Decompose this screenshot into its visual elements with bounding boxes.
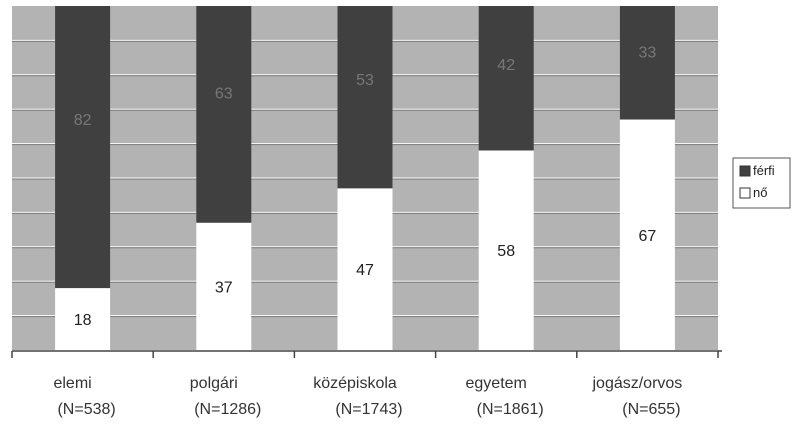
x-tick-label: középiskola bbox=[313, 375, 397, 392]
x-tick-count-label: (N=655) bbox=[622, 401, 680, 418]
legend: férfi nő bbox=[732, 157, 791, 209]
bar-male bbox=[55, 6, 111, 289]
legend-swatch bbox=[739, 187, 751, 199]
data-label: 82 bbox=[74, 112, 92, 129]
data-label: 42 bbox=[497, 57, 515, 74]
data-label: 37 bbox=[215, 279, 233, 296]
legend-swatch bbox=[739, 165, 751, 177]
x-tick-labels: elemi (N=538) polgári (N=1286) középiskola (N… bbox=[53, 375, 682, 418]
x-tick-label: elemi bbox=[53, 375, 91, 392]
bar-male bbox=[619, 6, 675, 120]
bar-female bbox=[337, 188, 393, 350]
bar-female bbox=[55, 288, 111, 350]
x-tick-count-label: (N=1286) bbox=[194, 401, 261, 418]
x-tick-count-label: (N=538) bbox=[57, 401, 115, 418]
bar-female bbox=[478, 150, 534, 350]
bar-male bbox=[478, 6, 534, 151]
data-label: 63 bbox=[215, 86, 233, 103]
bars: 18 82 37 63 47 53 58 42 67 33 bbox=[55, 6, 675, 351]
data-label: 53 bbox=[356, 72, 374, 89]
bar-male bbox=[337, 6, 393, 189]
bar-female bbox=[196, 222, 252, 350]
data-label: 18 bbox=[74, 312, 92, 329]
x-tick-label: egyetem bbox=[466, 375, 527, 392]
data-label: 47 bbox=[356, 262, 374, 279]
legend-label: férfi bbox=[753, 163, 775, 178]
x-axis bbox=[11, 350, 722, 358]
x-tick-count-label: (N=1861) bbox=[477, 401, 544, 418]
data-label: 58 bbox=[497, 243, 515, 260]
data-label: 33 bbox=[639, 44, 657, 61]
bar-female bbox=[619, 119, 675, 351]
x-tick-label: jogász/orvos bbox=[591, 375, 682, 392]
data-label: 67 bbox=[639, 228, 657, 245]
x-tick-count-label: (N=1743) bbox=[335, 401, 402, 418]
x-tick-label: polgári bbox=[190, 375, 238, 392]
legend-label: nő bbox=[753, 185, 767, 200]
bar-male bbox=[196, 6, 252, 223]
